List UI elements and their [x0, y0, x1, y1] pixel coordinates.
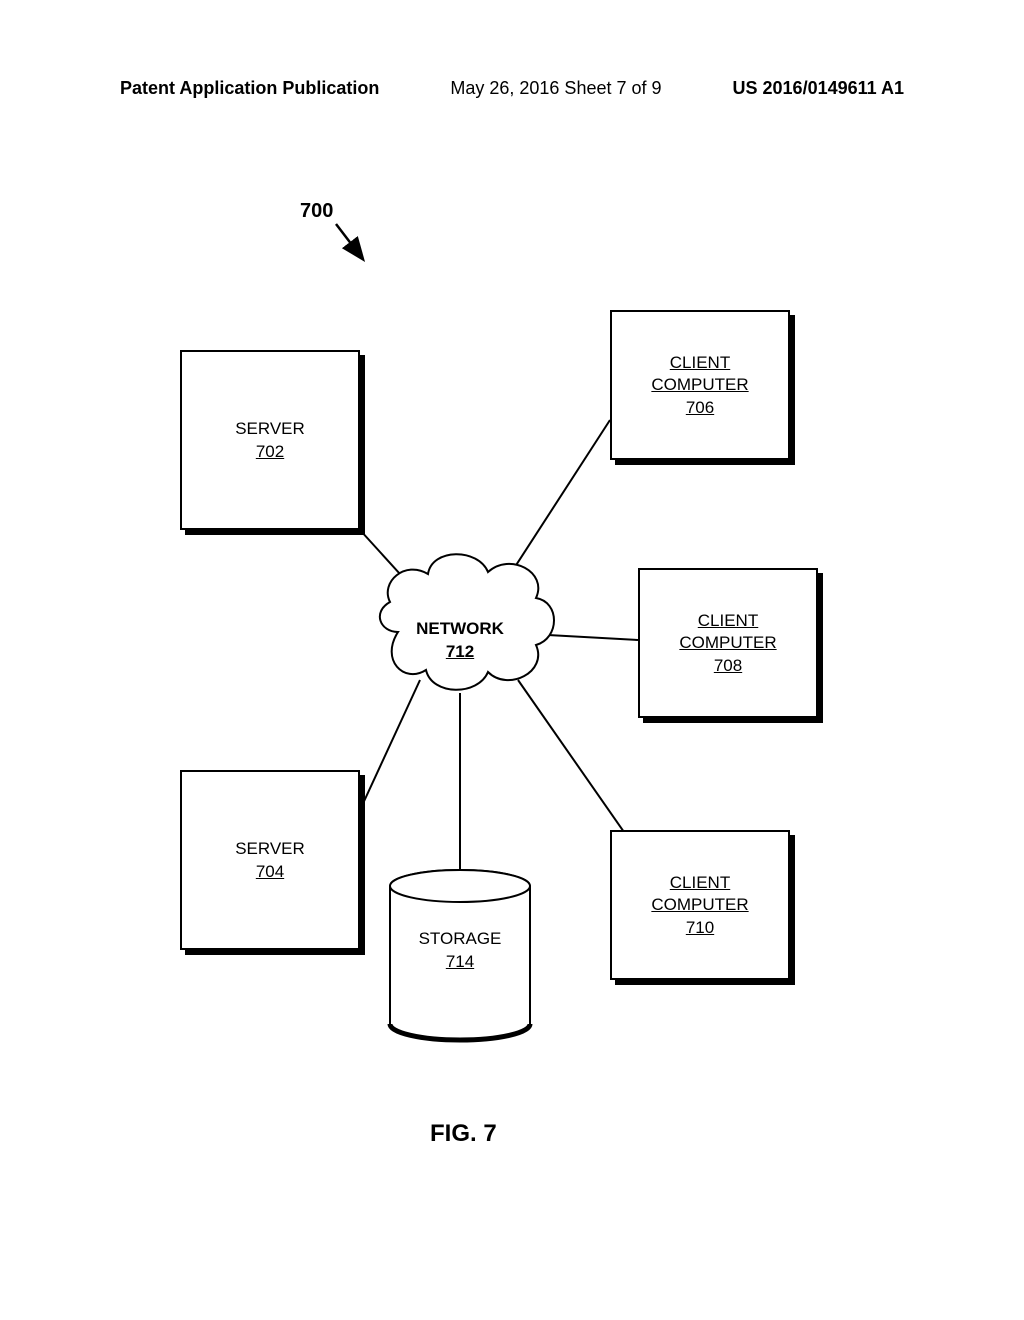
storage-714-label: STORAGE [419, 928, 502, 950]
client-node-708: CLIENTCOMPUTER 708 [638, 568, 818, 718]
reference-arrow [336, 224, 362, 258]
server-702-ref: 702 [256, 442, 284, 462]
figure-caption: FIG. 7 [430, 1120, 497, 1148]
server-node-704: SERVER 704 [180, 770, 360, 950]
server-node-702: SERVER 702 [180, 350, 360, 530]
server-704-label: SERVER [235, 838, 305, 860]
client-710-ref: 710 [686, 918, 714, 938]
storage-714-ref: 714 [446, 952, 474, 972]
client-node-710: CLIENTCOMPUTER 710 [610, 830, 790, 980]
storage-node-714: STORAGE 714 [390, 920, 530, 980]
client-710-label: CLIENTCOMPUTER [651, 872, 748, 916]
server-704-ref: 704 [256, 862, 284, 882]
client-706-ref: 706 [686, 398, 714, 418]
client-node-706: CLIENTCOMPUTER 706 [610, 310, 790, 460]
client-706-label: CLIENTCOMPUTER [651, 352, 748, 396]
network-712-label: NETWORK [416, 618, 504, 640]
client-708-label: CLIENTCOMPUTER [679, 610, 776, 654]
network-712-ref: 712 [446, 642, 474, 662]
figure-reference-number: 700 [300, 200, 333, 223]
server-702-label: SERVER [235, 418, 305, 440]
client-708-ref: 708 [714, 656, 742, 676]
network-node-712: NETWORK 712 [405, 615, 515, 665]
